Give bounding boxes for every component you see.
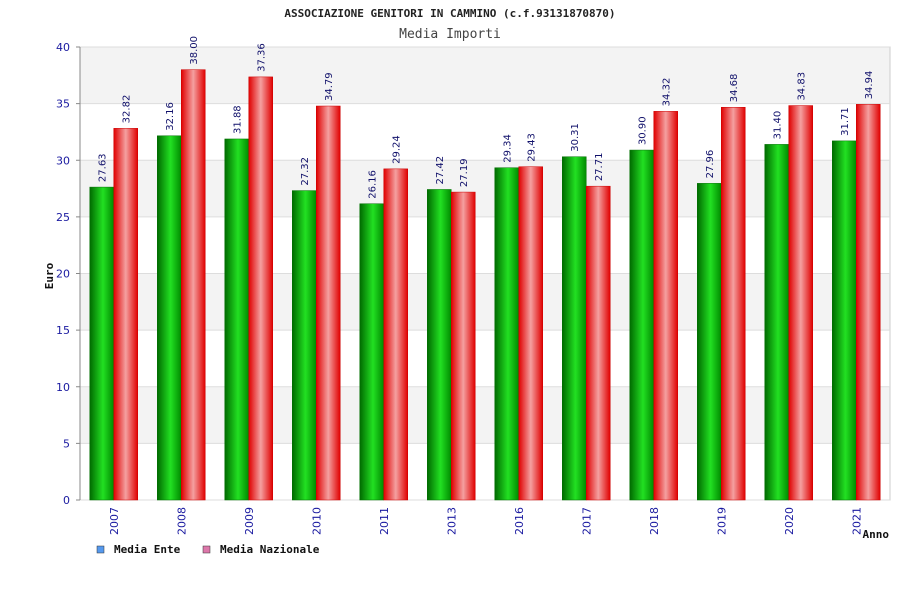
data-label: 34.83: [797, 72, 808, 101]
grid-lines: [80, 46, 890, 501]
bar-media-nazionale-2008: [181, 69, 206, 501]
data-label: 32.16: [165, 102, 176, 131]
bar-media-ente-2009: [224, 138, 249, 501]
y-tick-label: 25: [56, 211, 70, 224]
bar-media-nazionale-2010: [316, 105, 341, 501]
bar-media-ente-2010: [292, 190, 317, 501]
plot-band: [80, 386, 890, 444]
x-tick-label: 2018: [648, 507, 661, 535]
y-tick-label: 35: [56, 98, 70, 111]
x-tick-label: 2007: [108, 507, 121, 535]
x-axis-ticks: 2007 2008 2009 2010 2011 2013 2016 2017 2018 2019…: [108, 507, 864, 535]
legend-label-media-ente: Media Ente: [114, 543, 181, 556]
bar-media-ente-2007: [89, 186, 114, 501]
bar-media-nazionale-2019: [721, 106, 746, 501]
data-labels: 27.63 32.82 32.16 38.00 31.88 37.36 27.32 34.79…: [98, 36, 876, 199]
bar-media-ente-2008: [157, 135, 182, 501]
data-label: 29.24: [392, 135, 403, 164]
bars: [89, 69, 881, 501]
plot-band: [80, 330, 890, 387]
plot-band: [80, 160, 890, 217]
data-label: 31.40: [773, 111, 784, 140]
x-tick-label: 2013: [445, 507, 458, 535]
plot-area: [79, 46, 891, 501]
data-label: 34.94: [864, 71, 875, 100]
legend-swatch-media-nazionale: [202, 545, 211, 554]
x-tick-label: 2017: [580, 507, 593, 535]
x-tick-label: 2009: [243, 507, 256, 535]
y-tick-label: 20: [56, 268, 70, 281]
x-tick-label: 2010: [310, 507, 323, 535]
y-tick-label: 0: [63, 494, 70, 507]
data-label: 27.42: [435, 156, 446, 185]
data-label: 27.96: [705, 150, 716, 179]
data-label: 29.34: [503, 134, 514, 163]
data-label: 27.32: [300, 157, 311, 186]
bar-media-nazionale-2021: [856, 104, 881, 501]
data-label: 37.36: [257, 43, 268, 72]
x-tick-label: 2011: [378, 507, 391, 535]
bar-media-nazionale-2007: [113, 128, 138, 501]
y-axis-ticks: 0 5 10 15 20 25 30 35 40: [56, 41, 81, 507]
y-tick-label: 30: [56, 154, 70, 167]
data-label: 27.63: [98, 153, 109, 182]
data-label: 30.90: [638, 116, 649, 145]
bar-media-ente-2013: [427, 189, 452, 501]
x-tick-label: 2008: [175, 507, 188, 535]
data-label: 32.82: [122, 95, 133, 124]
bar-media-ente-2016: [494, 167, 519, 501]
x-axis-label: Anno: [863, 528, 890, 541]
legend-label-media-nazionale: Media Nazionale: [220, 543, 320, 556]
data-label: 26.16: [368, 170, 379, 199]
data-label: 34.68: [729, 74, 740, 103]
bar-media-ente-2018: [629, 149, 654, 501]
bar-media-ente-2019: [697, 183, 722, 501]
bar-media-ente-2021: [832, 140, 857, 501]
data-label: 38.00: [189, 36, 200, 65]
y-tick-label: 40: [56, 41, 70, 54]
y-axis-label: Euro: [43, 262, 56, 289]
plot-band: [80, 273, 890, 331]
bar-media-ente-2020: [764, 144, 789, 501]
legend-swatch-media-ente: [96, 545, 105, 554]
bar-media-ente-2017: [562, 156, 587, 501]
data-label: 34.79: [324, 72, 335, 101]
data-label: 30.31: [570, 123, 581, 152]
chart-subtitle: Media Importi: [399, 27, 501, 42]
bar-media-nazionale-2009: [248, 76, 273, 501]
plot-band: [80, 216, 890, 274]
y-tick-label: 10: [56, 381, 70, 394]
data-label: 31.71: [840, 107, 851, 136]
plot-band: [80, 103, 890, 161]
x-tick-label: 2016: [513, 507, 526, 535]
data-label: 31.88: [233, 105, 244, 134]
plot-band: [80, 443, 890, 500]
bar-media-nazionale-2016: [518, 166, 543, 501]
data-label: 27.71: [594, 153, 605, 182]
x-tick-label: 2020: [783, 507, 796, 535]
data-label: 27.19: [459, 158, 470, 187]
chart-title: ASSOCIAZIONE GENITORI IN CAMMINO (c.f.93…: [284, 7, 615, 20]
y-tick-label: 15: [56, 324, 70, 337]
bar-media-nazionale-2011: [383, 168, 408, 501]
bar-media-ente-2011: [359, 203, 384, 501]
bar-media-nazionale-2017: [586, 185, 611, 501]
x-tick-label: 2021: [850, 507, 863, 535]
bar-media-nazionale-2020: [788, 105, 813, 501]
x-tick-label: 2019: [715, 507, 728, 535]
bar-media-nazionale-2013: [451, 191, 476, 501]
plot-band: [80, 47, 890, 104]
data-label: 34.32: [662, 78, 673, 107]
y-tick-label: 5: [63, 437, 70, 450]
legend: Media Ente Media Nazionale: [96, 543, 320, 556]
data-label: 29.43: [527, 133, 538, 162]
bar-media-nazionale-2018: [653, 111, 678, 501]
